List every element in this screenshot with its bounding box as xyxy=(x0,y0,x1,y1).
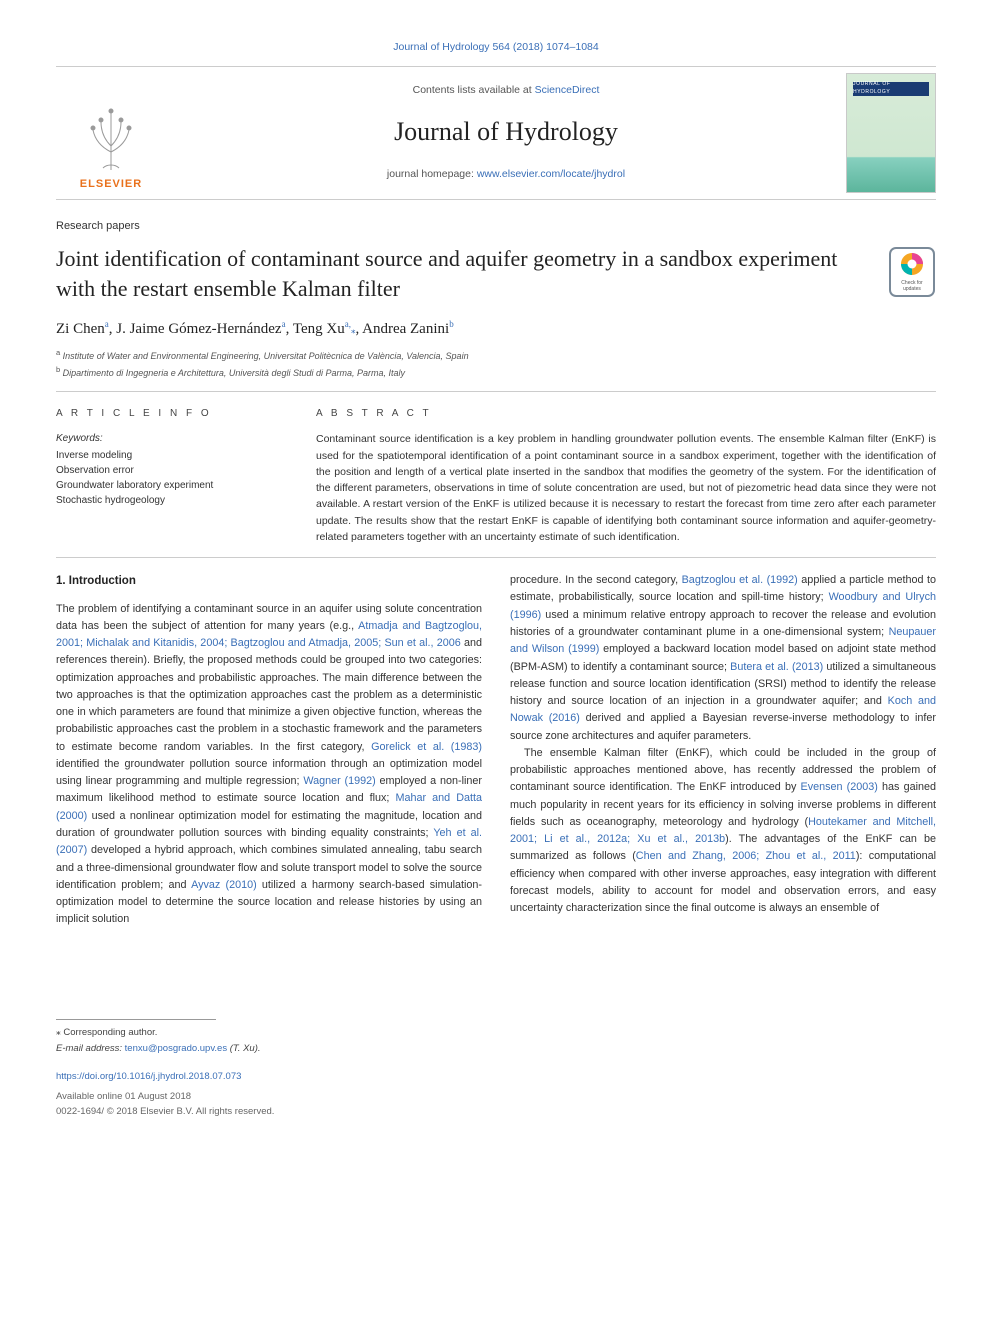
divider-bottom xyxy=(56,557,936,558)
publisher-name: ELSEVIER xyxy=(80,176,142,193)
citation-link[interactable]: Journal of Hydrology 564 (2018) 1074–108… xyxy=(393,41,598,53)
top-citation: Journal of Hydrology 564 (2018) 1074–108… xyxy=(56,40,936,56)
article-meta-row: A R T I C L E I N F O Keywords: Inverse … xyxy=(56,406,936,545)
keywords-list: Inverse modelingObservation errorGroundw… xyxy=(56,448,276,508)
doi-link[interactable]: https://doi.org/10.1016/j.jhydrol.2018.0… xyxy=(56,1071,241,1082)
abstract-heading: A B S T R A C T xyxy=(316,406,936,421)
title-row: Joint identification of contaminant sour… xyxy=(56,244,936,303)
intro-paragraph-1: The problem of identifying a contaminant… xyxy=(56,601,482,929)
affiliation: b Dipartimento di Ingegneria e Architett… xyxy=(56,365,936,380)
text-run: used a nonlinear optimization model for … xyxy=(56,810,482,839)
email-prefix: E-mail address: xyxy=(56,1043,125,1054)
corresponding-email-link[interactable]: tenxu@posgrado.upv.es xyxy=(125,1043,227,1054)
homepage-prefix: journal homepage: xyxy=(387,168,477,180)
footer-short-rule xyxy=(56,1019,216,1020)
journal-cover-thumbnail: JOURNAL OF HYDROLOGY xyxy=(846,73,936,193)
publisher-logo: ELSEVIER xyxy=(56,73,166,193)
body-col-right: procedure. In the second category, Bagtz… xyxy=(510,572,936,928)
text-run: used a minimum relative entropy approach… xyxy=(510,609,936,638)
body-columns: 1. Introduction The problem of identifyi… xyxy=(56,572,936,928)
affiliation: a Institute of Water and Environmental E… xyxy=(56,348,936,363)
divider-top xyxy=(56,391,936,392)
journal-name: Journal of Hydrology xyxy=(166,112,846,151)
corresponding-author-note: ⁎ Corresponding author. xyxy=(56,1026,936,1040)
citation-link[interactable]: Gorelick et al. (1983) xyxy=(371,741,482,753)
citation-link[interactable]: Wagner (1992) xyxy=(303,775,375,787)
abstract-text: Contaminant source identification is a k… xyxy=(316,431,936,545)
sciencedirect-link[interactable]: ScienceDirect xyxy=(535,84,600,96)
keywords-label: Keywords: xyxy=(56,431,276,446)
contents-prefix: Contents lists available at xyxy=(413,84,535,96)
journal-homepage-link[interactable]: www.elsevier.com/locate/jhydrol xyxy=(477,168,625,180)
keyword-item: Stochastic hydrogeology xyxy=(56,493,276,508)
text-run: procedure. In the second category, xyxy=(510,574,682,586)
article-info-heading: A R T I C L E I N F O xyxy=(56,406,276,421)
keyword-item: Groundwater laboratory experiment xyxy=(56,478,276,493)
check-for-updates-badge[interactable]: Check for updates xyxy=(888,246,936,298)
affiliations-block: a Institute of Water and Environmental E… xyxy=(56,348,936,379)
elsevier-tree-icon xyxy=(81,102,141,172)
text-run: and references therein). Briefly, the pr… xyxy=(56,637,482,753)
copyright-line: 0022-1694/ © 2018 Elsevier B.V. All righ… xyxy=(56,1105,936,1119)
article-type-label: Research papers xyxy=(56,218,936,235)
body-col-left: 1. Introduction The problem of identifyi… xyxy=(56,572,482,928)
authors-line: Zi Chena, J. Jaime Gómez-Hernándeza, Ten… xyxy=(56,318,936,341)
introduction-heading: 1. Introduction xyxy=(56,572,482,590)
cover-title-bar: JOURNAL OF HYDROLOGY xyxy=(853,82,929,96)
article-info-block: A R T I C L E I N F O Keywords: Inverse … xyxy=(56,406,276,545)
citation-link[interactable]: Butera et al. (2013) xyxy=(730,661,823,673)
journal-header-center: Contents lists available at ScienceDirec… xyxy=(166,77,846,190)
intro-paragraph-1-cont: procedure. In the second category, Bagtz… xyxy=(510,572,936,745)
abstract-block: A B S T R A C T Contaminant source ident… xyxy=(316,406,936,545)
email-line: E-mail address: tenxu@posgrado.upv.es (T… xyxy=(56,1042,936,1056)
citation-link[interactable]: Evensen (2003) xyxy=(801,781,878,793)
keyword-item: Observation error xyxy=(56,463,276,478)
journal-header: ELSEVIER Contents lists available at Sci… xyxy=(56,66,936,200)
citation-link[interactable]: Ayvaz (2010) xyxy=(191,879,257,891)
svg-text:updates: updates xyxy=(903,286,921,292)
available-online-line: Available online 01 August 2018 xyxy=(56,1090,936,1104)
citation-link[interactable]: Bagtzoglou et al. (1992) xyxy=(682,574,798,586)
keyword-item: Inverse modeling xyxy=(56,448,276,463)
paper-title: Joint identification of contaminant sour… xyxy=(56,244,872,303)
footer-block: ⁎ Corresponding author. E-mail address: … xyxy=(56,1019,936,1119)
email-suffix: (T. Xu). xyxy=(227,1043,260,1054)
intro-paragraph-2: The ensemble Kalman filter (EnKF), which… xyxy=(510,745,936,918)
citation-link[interactable]: Chen and Zhang, 2006; Zhou et al., 2011 xyxy=(636,850,856,862)
journal-homepage-line: journal homepage: www.elsevier.com/locat… xyxy=(166,167,846,183)
contents-available-line: Contents lists available at ScienceDirec… xyxy=(166,83,846,99)
doi-line: https://doi.org/10.1016/j.jhydrol.2018.0… xyxy=(56,1070,936,1084)
